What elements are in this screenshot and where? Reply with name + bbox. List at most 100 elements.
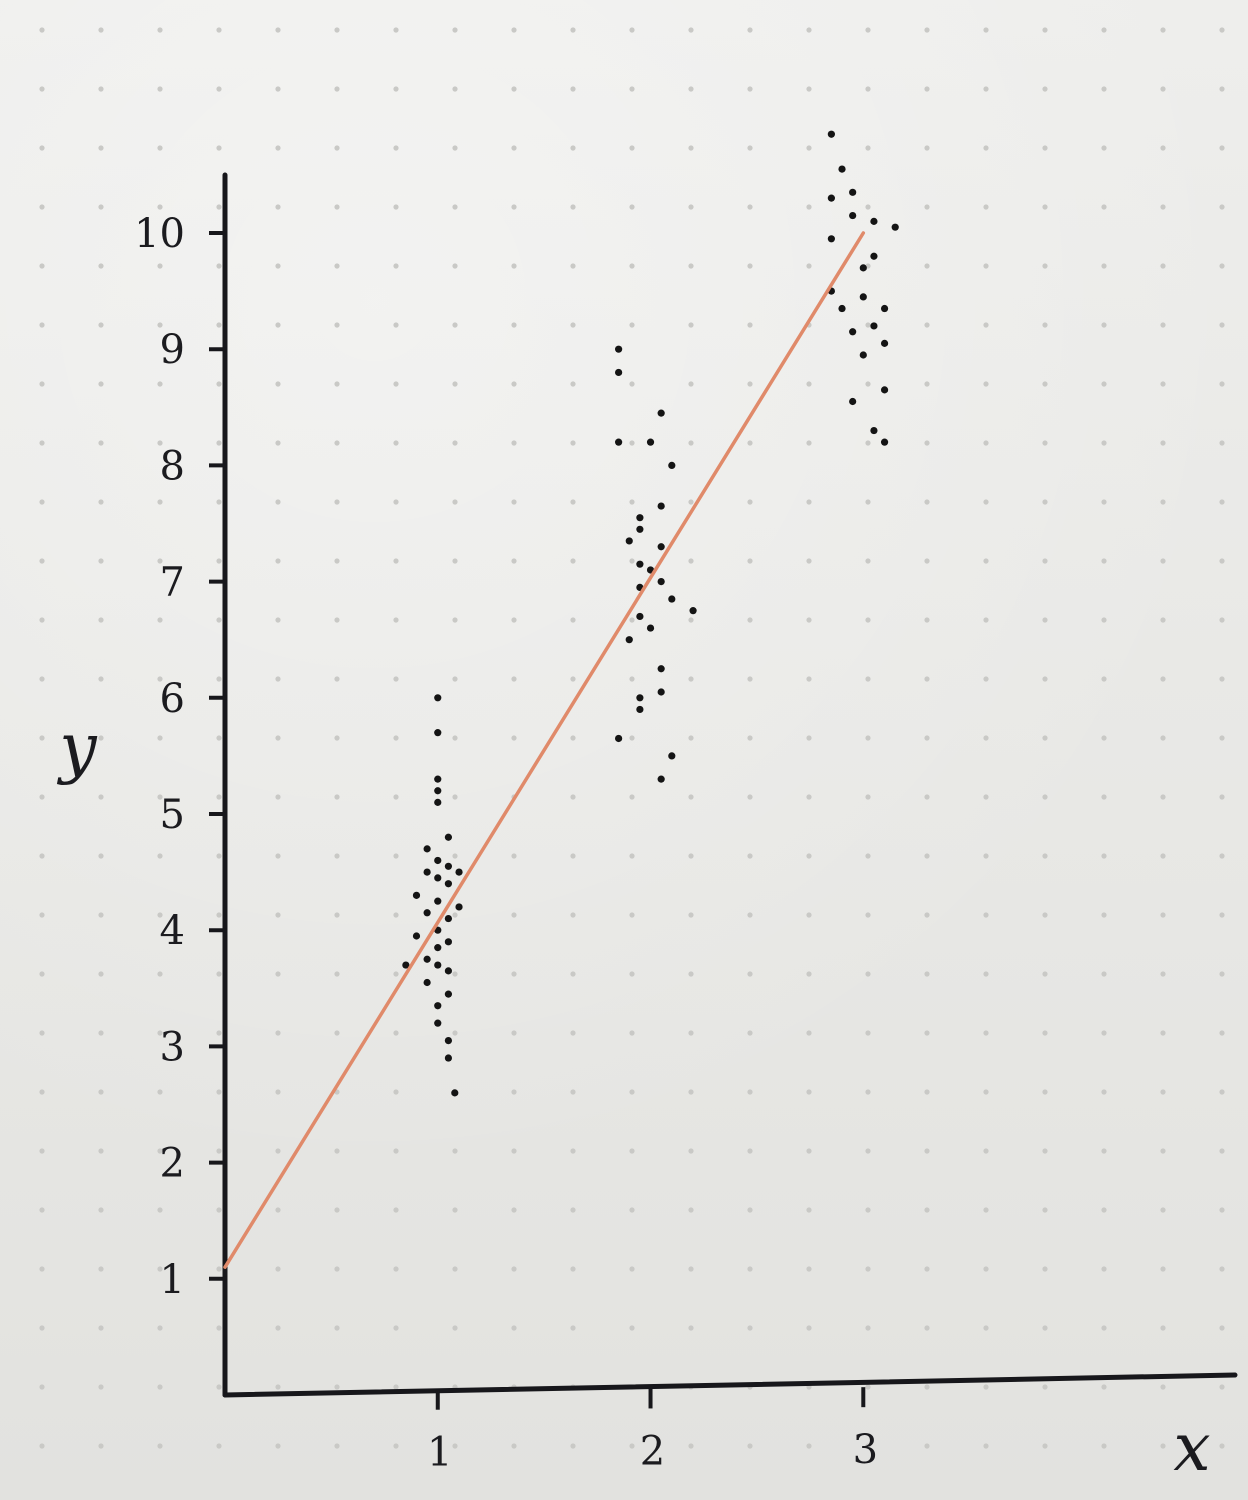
data-point — [625, 537, 633, 545]
grid-dot — [983, 1384, 989, 1390]
grid-dot — [1101, 1443, 1107, 1449]
grid-dot — [747, 971, 753, 977]
grid-dot — [1160, 86, 1166, 92]
grid-dot — [39, 440, 45, 446]
grid-dot — [1219, 558, 1225, 564]
grid-dot — [1042, 1207, 1048, 1213]
data-point — [455, 868, 463, 876]
grid-dot — [688, 1266, 694, 1272]
grid-dot — [747, 676, 753, 682]
data-point — [880, 339, 889, 347]
data-point — [444, 914, 453, 923]
grid-dot — [806, 381, 812, 387]
data-point — [444, 938, 453, 946]
grid-dot — [157, 676, 163, 682]
grid-dot — [334, 86, 340, 92]
axes — [222, 172, 1238, 1398]
grid-dot — [216, 1148, 222, 1154]
grid-dot — [983, 204, 989, 210]
grid-dot — [511, 853, 517, 859]
data-point — [434, 1019, 442, 1027]
grid-dot — [275, 1030, 281, 1036]
grid-dot — [1101, 1325, 1107, 1331]
grid-dot — [98, 1030, 104, 1036]
grid-dot — [1101, 381, 1107, 387]
grid-dot — [688, 1148, 694, 1154]
grid-dot — [1042, 794, 1048, 800]
grid-dot — [511, 499, 517, 505]
grid-dot — [511, 1443, 517, 1449]
grid-dot — [570, 204, 576, 210]
grid-dot — [983, 912, 989, 918]
grid-dot — [39, 676, 45, 682]
grid-dot — [924, 1266, 930, 1272]
grid-dot — [865, 440, 871, 446]
grid-dot — [1219, 971, 1225, 977]
grid-dot — [629, 1089, 635, 1095]
grid-dot — [393, 735, 399, 741]
grid-dot — [924, 1325, 930, 1331]
grid-dot — [393, 1443, 399, 1449]
grid-dot — [806, 263, 812, 269]
grid-dot — [1219, 1325, 1225, 1331]
grid-dot — [983, 735, 989, 741]
grid-dot — [216, 1266, 222, 1272]
grid-dot — [98, 440, 104, 446]
grid-dot — [216, 204, 222, 210]
grid-dot — [570, 1443, 576, 1449]
y-tick-label: 1 — [160, 1257, 185, 1303]
x-axis-title: x — [1173, 1409, 1210, 1486]
grid-dot — [629, 1148, 635, 1154]
grid-dot — [570, 853, 576, 859]
grid-dot — [1101, 1384, 1107, 1390]
data-point — [838, 165, 846, 173]
grid-dot — [1042, 676, 1048, 682]
data-point — [849, 328, 857, 336]
grid-dot — [1101, 676, 1107, 682]
grid-dot — [275, 440, 281, 446]
grid-dot — [511, 381, 517, 387]
grid-dot — [924, 1148, 930, 1154]
grid-dot — [570, 1266, 576, 1272]
grid-dot — [157, 27, 163, 33]
data-point — [434, 944, 442, 952]
grid-dot — [865, 86, 871, 92]
grid-dot — [806, 499, 812, 505]
grid-dot — [1160, 676, 1166, 682]
data-point — [827, 130, 835, 138]
grid-dot — [216, 735, 222, 741]
grid-dot — [806, 27, 812, 33]
grid-dot — [747, 440, 753, 446]
grid-dot — [629, 322, 635, 328]
grid-dot — [983, 1089, 989, 1095]
grid-dot — [1042, 1266, 1048, 1272]
grid-dot — [39, 86, 45, 92]
grid-dot — [511, 558, 517, 564]
grid-dot — [1160, 912, 1166, 918]
grid-dot — [1042, 558, 1048, 564]
data-point — [402, 961, 410, 969]
grid-dot — [806, 145, 812, 151]
grid-dot — [865, 1207, 871, 1213]
fit-lines — [223, 231, 866, 1269]
grid-dot — [39, 381, 45, 387]
grid-dot — [865, 322, 871, 328]
grid-dot — [98, 145, 104, 151]
grid-dot — [983, 676, 989, 682]
grid-dot — [275, 1089, 281, 1095]
grid-dot — [747, 145, 753, 151]
grid-dot — [629, 1325, 635, 1331]
grid-dot — [275, 676, 281, 682]
grid-dot — [452, 499, 458, 505]
grid-dot — [511, 617, 517, 623]
grid-dot — [157, 1325, 163, 1331]
grid-dot — [865, 1030, 871, 1036]
grid-dot — [393, 1207, 399, 1213]
grid-dot — [806, 1148, 812, 1154]
grid-dot — [1219, 1030, 1225, 1036]
y-tick-label: 8 — [160, 443, 185, 489]
grid-dot — [570, 322, 576, 328]
grid-dot — [983, 971, 989, 977]
grid-dot — [334, 1384, 340, 1390]
